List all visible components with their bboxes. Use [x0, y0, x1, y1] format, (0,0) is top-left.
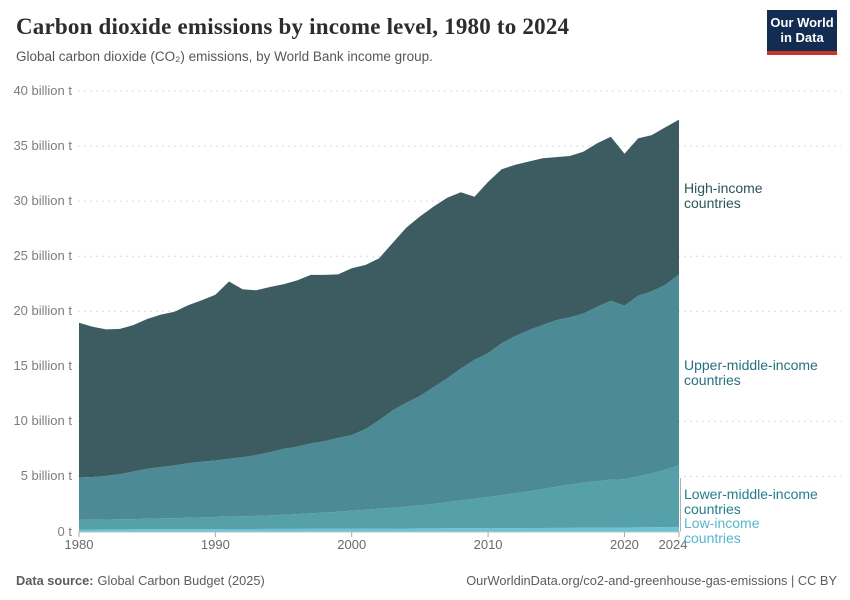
y-axis-label-25: 25 billion t [13, 248, 72, 264]
chart-header: Carbon dioxide emissions by income level… [16, 14, 760, 64]
x-axis-label-1980: 1980 [64, 537, 94, 552]
owid-credit-link[interactable]: OurWorldinData.org/co2-and-greenhouse-ga… [466, 573, 837, 588]
y-axis-label-30: 30 billion t [13, 193, 72, 209]
owid-logo-line2: in Data [780, 30, 824, 45]
chart-subtitle: Global carbon dioxide (CO₂) emissions, b… [16, 49, 433, 64]
x-axis-label-2020: 2020 [609, 537, 639, 552]
x-axis-label-2010: 2010 [473, 537, 503, 552]
x-axis-label-2000: 2000 [337, 537, 367, 552]
y-axis-label-20: 20 billion t [13, 303, 72, 319]
y-axis-label-15: 15 billion t [13, 358, 72, 374]
area-upper-middle-income[interactable] [79, 274, 679, 520]
owid-logo-line1: Our World [770, 15, 834, 30]
data-source: Data source: Global Carbon Budget (2025) [16, 573, 265, 588]
series-label-high-income: High-income countries [684, 180, 763, 211]
y-axis-label-40: 40 billion t [13, 83, 72, 98]
chart-footer: Data source: Global Carbon Budget (2025) … [16, 573, 837, 588]
series-label-upper-middle-income: Upper-middle-income countries [684, 357, 818, 388]
y-axis-label-0: 0 t [57, 523, 72, 539]
owid-logo[interactable]: Our World in Data [767, 10, 837, 55]
area-high-income[interactable] [79, 119, 679, 478]
data-source-value[interactable]: Global Carbon Budget (2025) [97, 573, 265, 588]
y-axis-label-35: 35 billion t [13, 138, 72, 154]
x-axis-label-1990: 1990 [200, 537, 230, 552]
page-title: Carbon dioxide emissions by income level… [16, 14, 570, 39]
y-axis-label-5: 5 billion t [20, 468, 72, 484]
area-lower-middle-income[interactable] [79, 465, 679, 530]
series-label-lower-middle-income: Lower-middle-income countries [684, 486, 818, 517]
x-axis-label-2024: 2024 [658, 537, 688, 552]
y-axis-label-10: 10 billion t [13, 413, 72, 429]
data-source-label: Data source: [16, 573, 94, 588]
series-label-low-income: Low-income countries [684, 515, 760, 546]
area-low-income[interactable] [79, 526, 679, 532]
